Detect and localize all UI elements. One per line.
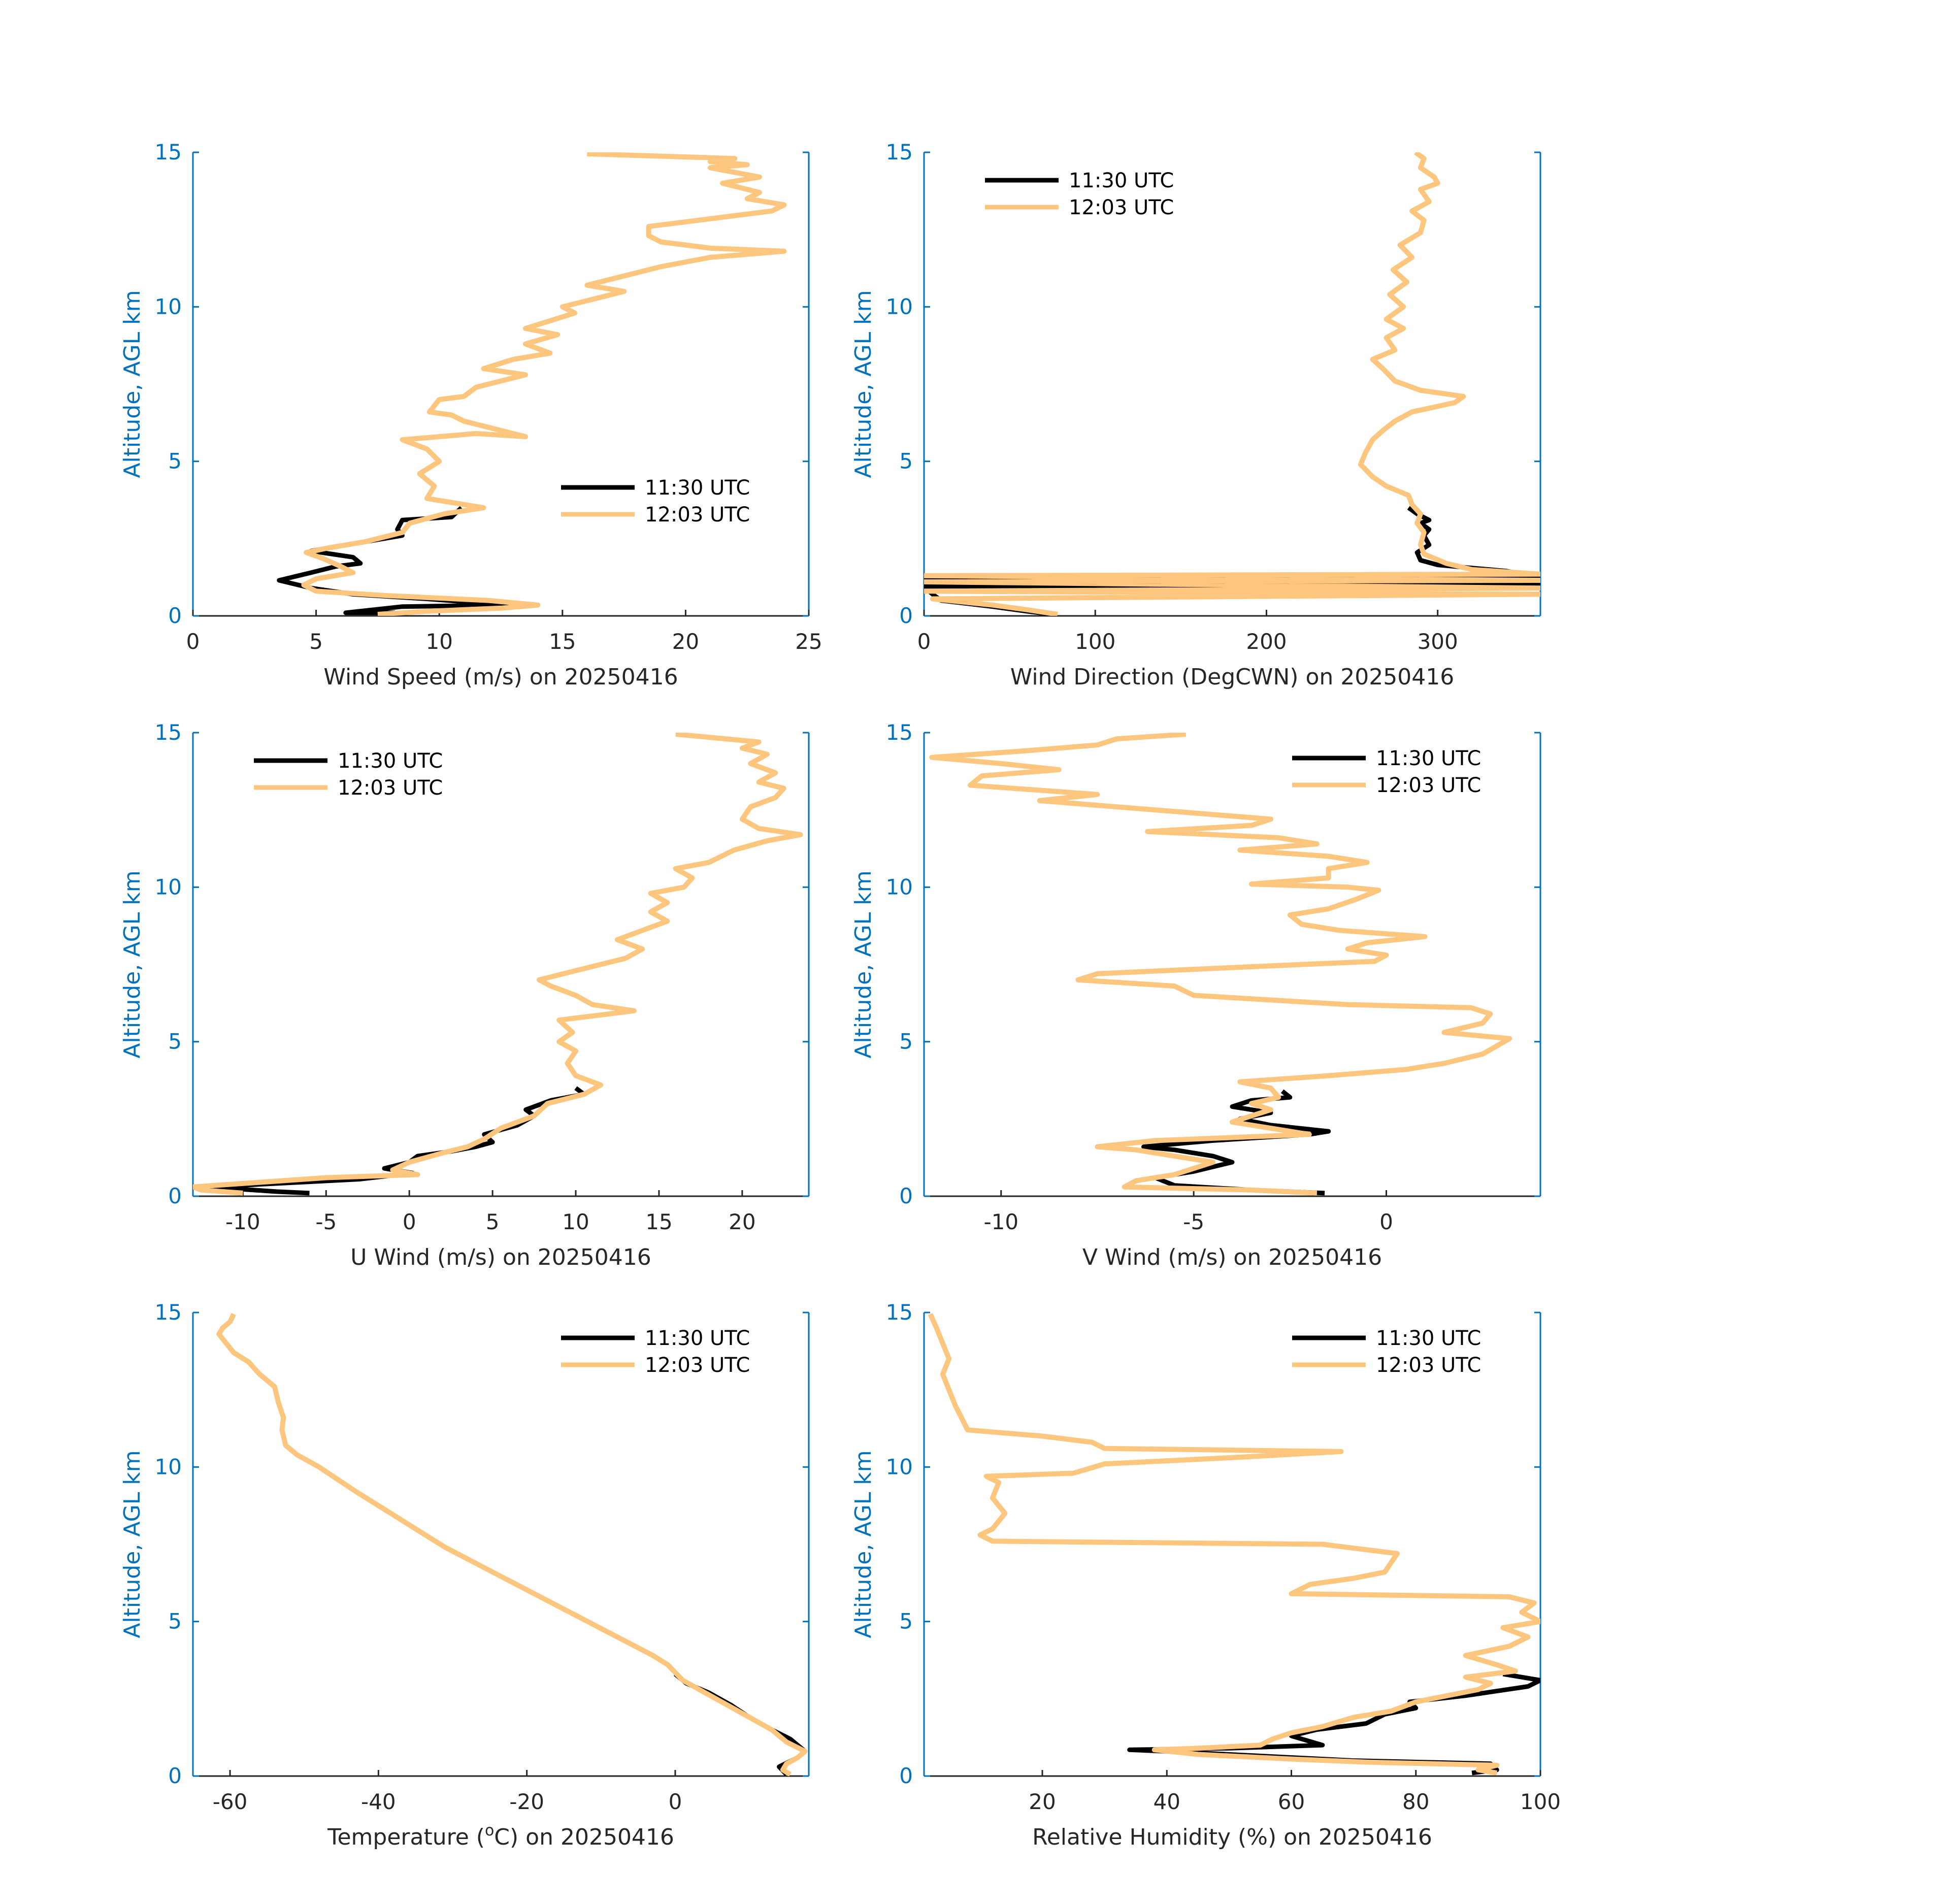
legend: 11:30 UTC 12:03 UTC xyxy=(1292,747,1481,797)
y-tick-label: 15 xyxy=(155,1300,182,1325)
y-axis-label: Altitude, AGL km xyxy=(850,1450,876,1638)
y-tick-label: 5 xyxy=(899,449,913,474)
y-tick-label: 10 xyxy=(155,874,182,899)
x-tick-label: -10 xyxy=(983,1209,1018,1234)
y-tick-label: 10 xyxy=(155,1454,182,1479)
legend-label: 12:03 UTC xyxy=(1069,196,1174,219)
series-line-1203 xyxy=(301,152,787,616)
x-axis-label: Wind Speed (m/s) on 20250416 xyxy=(323,664,678,690)
y-tick-label: 15 xyxy=(155,140,182,165)
x-tick-label: 0 xyxy=(669,1789,682,1814)
legend-label: 12:03 UTC xyxy=(645,1354,750,1377)
y-tick-label: 0 xyxy=(899,1184,913,1208)
y-tick-label: 10 xyxy=(155,294,182,319)
legend-label: 11:30 UTC xyxy=(338,749,443,773)
y-tick-label: 5 xyxy=(899,1029,913,1054)
x-tick-label: -60 xyxy=(213,1789,248,1814)
x-axis-label: Temperature (oC) on 20250416 xyxy=(327,1822,674,1850)
y-tick-label: 10 xyxy=(886,874,913,899)
panel-uwind: -10 -5 0 5 10 15 20 0 5 10 15 Altitude, AGL km U Win… xyxy=(119,720,810,1270)
panel-speed: 0 5 10 15 20 25 0 5 10 15 Altitude, AGL km Wind Spe… xyxy=(119,140,822,690)
panel-humidity: 20 40 60 80 100 0 5 10 15 Altitude, AGL km Relativ… xyxy=(850,1300,1561,1850)
x-axis-label: V Wind (m/s) on 20250416 xyxy=(1082,1244,1382,1270)
y-axis-label: Altitude, AGL km xyxy=(850,290,876,478)
y-tick-label: 0 xyxy=(899,603,913,628)
y-tick-label: 10 xyxy=(886,294,913,319)
legend-label: 11:30 UTC xyxy=(1376,747,1481,770)
x-tick-label: 0 xyxy=(917,629,931,654)
series-line-1203 xyxy=(216,1312,808,1776)
legend-label: 12:03 UTC xyxy=(1376,774,1481,797)
x-tick-label: 10 xyxy=(562,1209,589,1234)
legend: 11:30 UTC 12:03 UTC xyxy=(561,476,750,527)
x-tick-label: 60 xyxy=(1278,1789,1305,1814)
x-tick-label: -40 xyxy=(361,1789,396,1814)
legend-label: 11:30 UTC xyxy=(645,476,750,500)
x-tick-label: 5 xyxy=(486,1209,500,1234)
legend: 11:30 UTC 12:03 UTC xyxy=(254,749,443,800)
x-tick-label: -20 xyxy=(509,1789,544,1814)
y-tick-label: 5 xyxy=(168,449,182,474)
x-tick-label: -5 xyxy=(315,1209,337,1234)
x-tick-label: 20 xyxy=(672,629,699,654)
x-tick-label: 0 xyxy=(186,629,200,654)
y-tick-label: 15 xyxy=(155,720,182,745)
y-tick-label: 5 xyxy=(168,1029,182,1054)
y-axis-label: Altitude, AGL km xyxy=(119,870,145,1058)
x-tick-label: 5 xyxy=(309,629,323,654)
y-tick-label: 0 xyxy=(168,1184,182,1208)
x-tick-label: 300 xyxy=(1418,629,1458,654)
legend-label: 12:03 UTC xyxy=(1376,1354,1481,1377)
x-tick-label: 15 xyxy=(549,629,576,654)
y-tick-label: 0 xyxy=(899,1763,913,1788)
x-tick-label: 15 xyxy=(645,1209,672,1234)
x-tick-label: 80 xyxy=(1402,1789,1429,1814)
x-tick-label: 100 xyxy=(1075,629,1115,654)
x-tick-label: -5 xyxy=(1183,1209,1204,1234)
legend: 11:30 UTC 12:03 UTC xyxy=(561,1327,750,1377)
y-tick-label: 5 xyxy=(168,1609,182,1634)
x-tick-label: 40 xyxy=(1154,1789,1180,1814)
legend-label: 11:30 UTC xyxy=(645,1327,750,1350)
y-tick-label: 15 xyxy=(886,720,913,745)
legend: 11:30 UTC 12:03 UTC xyxy=(985,169,1174,219)
legend-label: 12:03 UTC xyxy=(338,776,443,800)
x-tick-label: 200 xyxy=(1246,629,1287,654)
x-tick-label: 20 xyxy=(729,1209,755,1234)
y-tick-label: 15 xyxy=(886,140,913,165)
x-tick-label: 20 xyxy=(1029,1789,1056,1814)
y-tick-label: 5 xyxy=(899,1609,913,1634)
x-tick-label: 25 xyxy=(795,629,822,654)
series-line-1203 xyxy=(929,733,1512,1196)
x-tick-label: 100 xyxy=(1520,1789,1561,1814)
panel-direction: 0 100 200 300 0 5 10 15 Altitude, AGL km Wind Dir… xyxy=(850,140,1541,690)
y-axis-label: Altitude, AGL km xyxy=(119,1450,145,1638)
x-axis-label: Relative Humidity (%) on 20250416 xyxy=(1032,1824,1432,1850)
legend: 11:30 UTC 12:03 UTC xyxy=(1292,1327,1481,1377)
y-tick-label: 0 xyxy=(168,603,182,628)
y-axis-label: Altitude, AGL km xyxy=(119,290,145,478)
series-line-1203 xyxy=(924,152,1540,616)
y-axis-label: Altitude, AGL km xyxy=(850,870,876,1058)
series-line-1203 xyxy=(928,1312,1540,1776)
x-tick-label: 10 xyxy=(425,629,452,654)
legend-label: 11:30 UTC xyxy=(1376,1327,1481,1350)
x-tick-label: 0 xyxy=(403,1209,416,1234)
legend-label: 12:03 UTC xyxy=(645,503,750,527)
y-tick-label: 10 xyxy=(886,1454,913,1479)
x-tick-label: 0 xyxy=(1379,1209,1393,1234)
x-tick-label: -10 xyxy=(225,1209,260,1234)
panel-vwind: -10 -5 0 0 5 10 15 Altitude, AGL km V Wind (m/s)… xyxy=(850,720,1541,1270)
panel-temperature: -60 -40 -20 0 0 5 10 15 Altitude, AGL km Temperat… xyxy=(119,1300,810,1850)
y-tick-label: 0 xyxy=(168,1763,182,1788)
legend-label: 11:30 UTC xyxy=(1069,169,1174,192)
series-line-1203 xyxy=(193,733,803,1196)
y-tick-label: 15 xyxy=(886,1300,913,1325)
x-axis-label: Wind Direction (DegCWN) on 20250416 xyxy=(1010,664,1454,690)
series-line-1130 xyxy=(277,506,511,615)
x-axis-label: U Wind (m/s) on 20250416 xyxy=(350,1244,651,1270)
